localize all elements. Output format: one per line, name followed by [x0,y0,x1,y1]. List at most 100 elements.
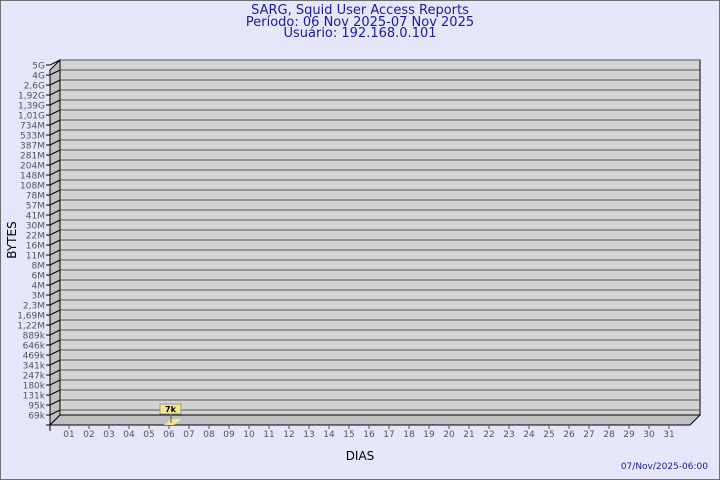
y-tick-diag [49,69,61,76]
x-tick-label: 10 [243,430,255,440]
y-tick-diag [49,99,61,106]
y-tick-diag [49,179,61,186]
plot-floor [48,414,702,426]
y-tick-diag [49,89,61,96]
chart-user: Usuário: 192.168.0.101 [283,26,437,41]
chart-title: SARG, Squid User Access Reports [251,3,469,18]
y-tick-diag [49,79,61,86]
y-tick-label: 247k [23,372,46,382]
y-axis-title: BYTES [5,221,19,258]
x-tick-label: 08 [203,430,215,440]
y-tick-label: 41M [26,212,45,222]
y-tick-label: 180k [23,382,46,392]
plot-back-wall [59,59,701,416]
y-tick-label: 204M [20,162,45,172]
y-tick-diag [49,309,61,316]
x-tick-label: 20 [443,430,455,440]
y-tick-diag [49,189,61,196]
y-tick-diag [49,229,61,236]
x-tick-label: 07 [183,430,194,440]
y-tick-diag [49,159,61,166]
y-tick-diag [49,259,61,266]
y-tick-diag [49,409,61,416]
y-tick-diag [49,369,61,376]
y-tick-label: 1,39G [18,102,45,112]
y-tick-label: 734M [20,122,45,132]
y-tick-label: 281M [20,152,45,162]
y-tick-diag [49,399,61,406]
y-tick-label: 8M [32,262,46,272]
y-tick-label: 148M [20,172,45,182]
y-tick-diag [49,219,61,226]
y-tick-label: 95k [28,402,45,412]
y-tick-diag [49,209,61,216]
y-tick-diag [49,129,61,136]
y-tick-diag [49,169,61,176]
y-tick-label: 533M [20,132,45,142]
y-tick-label: 2,3M [23,302,45,312]
x-tick-label: 29 [623,430,635,440]
x-tick-label: 16 [363,430,375,440]
y-tick-label: 1,69M [17,312,45,322]
x-tick-label: 22 [483,430,494,440]
x-tick-label: 14 [323,430,335,440]
x-tick-label: 25 [543,430,554,440]
x-tick-label: 04 [123,430,135,440]
x-tick-label: 27 [583,430,594,440]
y-tick-label: 6M [32,272,46,282]
x-tick-label: 17 [383,430,394,440]
y-tick-diag [49,269,61,276]
x-tick-label: 19 [423,430,435,440]
x-tick-label: 11 [263,430,274,440]
x-tick-label: 18 [403,430,415,440]
x-tick-label: 26 [563,430,575,440]
y-tick-label: 2,6G [24,82,45,92]
y-tick-diag [49,389,61,396]
y-tick-label: 108M [20,182,45,192]
x-tick-label: 30 [643,430,655,440]
y-tick-diag [49,379,61,386]
x-tick-label: 03 [103,430,114,440]
y-tick-label: 889k [23,332,46,342]
y-tick-label: 16M [26,242,45,252]
x-tick-label: 02 [83,430,94,440]
x-tick-label: 06 [163,430,175,440]
y-tick-diag [49,149,61,156]
chart-period: Período: 06 Nov 2025-07 Nov 2025 [245,15,475,30]
y-tick-diag [49,359,61,366]
y-tick-label: 4G [32,72,45,82]
data-label-box [159,403,182,415]
x-tick-label: 15 [343,430,354,440]
y-tick-diag [49,299,61,306]
y-tick-label: 22M [26,232,45,242]
x-tick-label: 31 [663,430,674,440]
x-tick-label: 21 [463,430,474,440]
y-tick-label: 5G [32,62,45,72]
y-tick-label: 69k [28,412,45,422]
y-tick-label: 78M [26,192,45,202]
bar [164,419,181,425]
y-tick-diag [49,279,61,286]
y-tick-label: 646k [23,342,46,352]
y-tick-diag [49,349,61,356]
y-tick-label: 469k [23,352,46,362]
x-tick-label: 13 [303,430,314,440]
y-tick-diag [49,289,61,296]
data-label: 7k [165,405,177,414]
y-tick-diag [49,239,61,246]
y-tick-diag [49,249,61,256]
y-tick-label: 4M [32,282,46,292]
x-tick-label: 01 [63,430,74,440]
y-tick-label: 57M [26,202,45,212]
y-tick-diag [49,319,61,326]
footer-timestamp: 07/Nov/2025-06:00 [621,462,708,472]
x-tick-label: 09 [223,430,235,440]
x-tick-label: 23 [503,430,514,440]
y-tick-diag [49,109,61,116]
y-tick-label: 131k [23,392,46,402]
x-axis-title: DIAS [346,449,375,463]
y-tick-diag [49,59,61,66]
y-tick-diag [49,119,61,126]
y-tick-label: 3M [32,292,46,302]
